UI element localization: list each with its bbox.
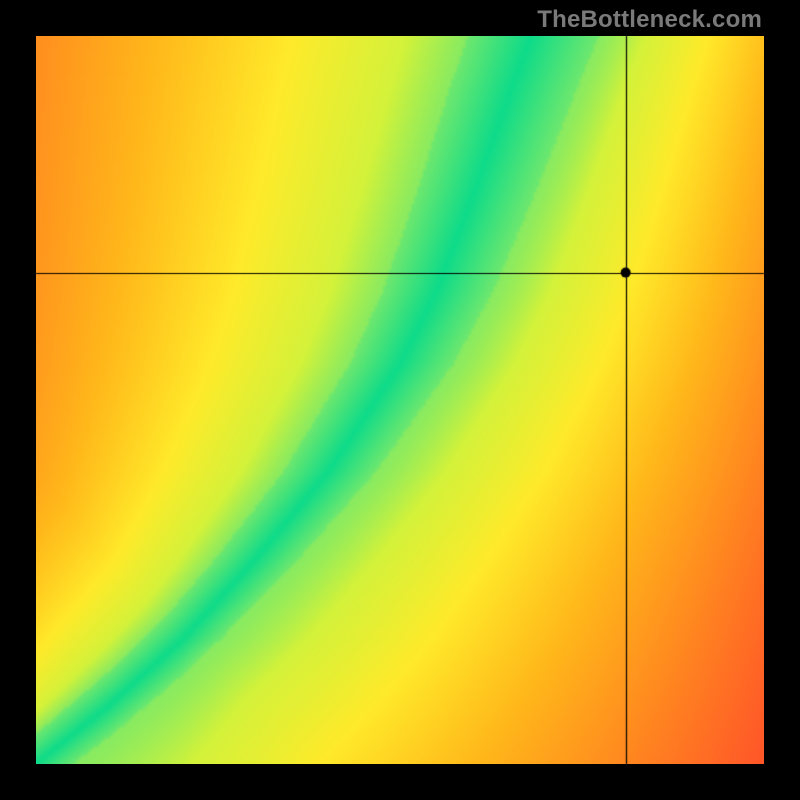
watermark-text: TheBottleneck.com (537, 6, 762, 34)
chart-container: TheBottleneck.com (0, 0, 800, 800)
overlay-canvas (0, 0, 800, 800)
